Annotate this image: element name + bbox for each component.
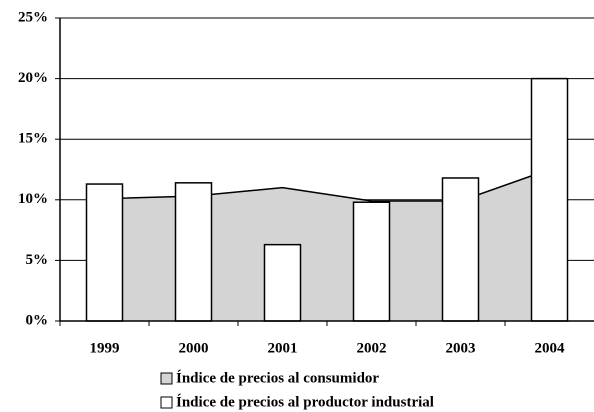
y-tick-label: 15% [18,131,48,147]
bar [530,77,569,322]
x-tick-label: 2003 [446,340,476,356]
bar [85,183,124,322]
legend-label: Índice de precios al productor industria… [176,393,434,410]
y-tick-label: 0% [26,312,49,328]
x-tick-label: 2000 [179,340,209,356]
x-tick-label: 1999 [90,340,120,356]
x-tick-label: 2002 [357,340,387,356]
x-tick-label: 2004 [535,340,566,356]
bar [263,243,302,322]
x-tick-label: 2001 [268,340,298,356]
y-tick-label: 10% [18,191,48,207]
bar [441,177,480,322]
y-tick-label: 5% [26,252,49,268]
legend-swatch [160,372,173,385]
bar [352,201,391,322]
area [104,169,550,321]
legend-swatch [160,396,173,409]
legend-label: Índice de precios al consumidor [176,369,379,386]
bar [174,182,213,322]
y-tick-label: 25% [18,9,48,25]
y-tick-label: 20% [18,70,48,86]
